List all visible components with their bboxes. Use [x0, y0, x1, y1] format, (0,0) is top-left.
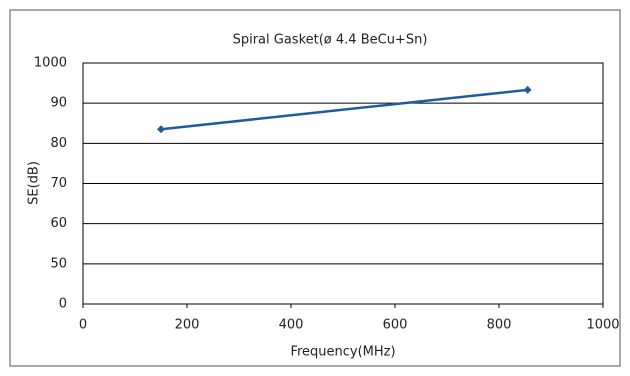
data-line — [160, 88, 528, 131]
y-tick-label: 50 — [50, 256, 67, 271]
y-tick-label: 0 — [59, 297, 67, 312]
x-tick-label: 1000 — [586, 318, 619, 333]
y-tick-label: 70 — [50, 176, 67, 191]
x-tick-label: 200 — [175, 318, 200, 333]
x-tick-label: 600 — [383, 318, 408, 333]
data-point — [157, 125, 165, 134]
y-tick-label: 1000 — [34, 56, 67, 71]
y-tick-label: 60 — [50, 216, 67, 231]
data-point — [523, 85, 532, 94]
y-tick-label: 80 — [50, 136, 67, 151]
chart-frame — [9, 9, 621, 367]
y-tick-label: 90 — [50, 96, 67, 111]
x-tick-label: 0 — [79, 318, 87, 333]
x-axis-label: Frequency(MHz) — [290, 345, 395, 360]
chart-title: Spiral Gasket(ø 4.4 BeCu+Sn) — [233, 33, 428, 48]
x-tick-label: 800 — [487, 318, 512, 333]
x-tick-label: 400 — [279, 318, 304, 333]
y-axis-label: SE(dB) — [27, 161, 42, 205]
